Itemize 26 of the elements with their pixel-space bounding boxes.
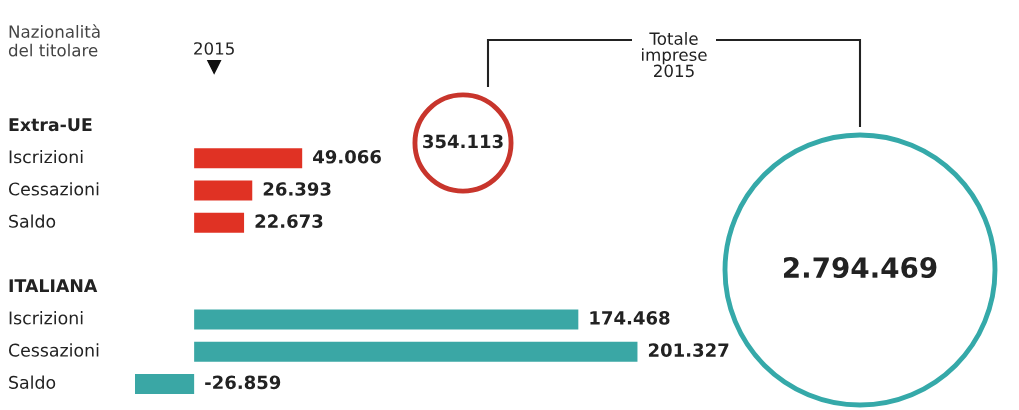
data-label: 201.327 [648,343,729,357]
y-tick-label: Cessazioni [8,182,99,196]
bar [135,373,195,394]
data-label: 174.468 [590,311,670,325]
y-tick-label: Iscrizioni [9,149,83,164]
bar [194,309,579,330]
text: 2015 [194,42,234,55]
chart-title: Totale imprese [642,32,707,65]
bar [194,180,253,201]
bar [194,212,245,233]
y-axis-title: Nazionalità del titolare [8,24,100,57]
y-tick-label: Saldo [9,214,56,228]
data-label: 22.673 [255,214,323,229]
y-tick-label: Cessazioni [8,343,99,357]
data-label: 2.794.469 [784,257,937,279]
data-label: 354.113 [423,134,503,149]
data-label: -26.859 [205,375,281,390]
y-tick-label: Iscrizioni [9,311,83,325]
text: 2015 [654,64,694,78]
data-label: 49.066 [313,149,381,164]
bar [194,341,638,362]
y-tick-label: Extra-UE [9,118,92,132]
data-label: 26.393 [263,182,331,196]
bar [194,148,303,169]
y-tick-label: ITALIANA [9,279,98,293]
y-tick-label: Saldo [9,375,56,389]
